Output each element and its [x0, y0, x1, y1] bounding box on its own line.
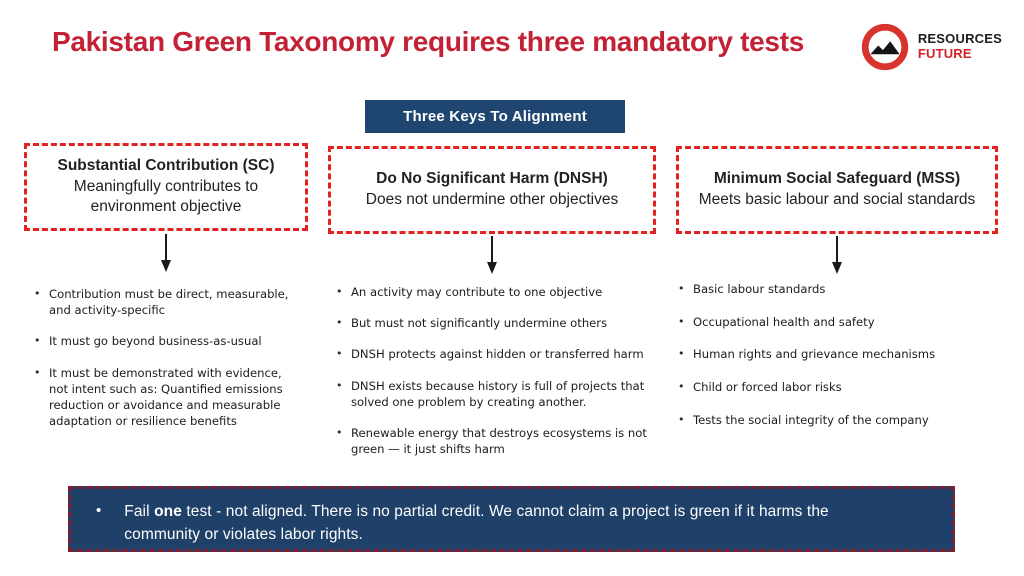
footer-banner: • Fail one test - not aligned. There is …: [68, 486, 955, 552]
bullet-item: Human rights and grievance mechanisms: [676, 346, 998, 362]
keybox-mss-subheading: Meets basic labour and social standards: [698, 191, 976, 209]
bullet-item: Contribution must be direct, measurable,…: [32, 286, 304, 318]
bullet-list-sc: Contribution must be direct, measurable,…: [24, 286, 308, 445]
down-arrow-icon: [161, 234, 171, 272]
bullet-item: An activity may contribute to one object…: [334, 284, 656, 300]
bullet-item: Occupational health and safety: [676, 314, 998, 330]
bullet-list-mss: Basic labour standards Occupational healt…: [676, 281, 998, 445]
bullet-item: Basic labour standards: [676, 281, 998, 297]
bullet-item: Tests the social integrity of the compan…: [676, 412, 998, 428]
keybox-sc-subheading: Meaningfully contributes to environment …: [73, 178, 259, 216]
bullet-item: It must go beyond business-as-usual: [32, 333, 304, 349]
key-columns: Substantial Contribution (SC) Meaningful…: [24, 143, 1000, 473]
column-minimum-social-safeguard: Minimum Social Safeguard (MSS) Meets bas…: [676, 146, 998, 473]
keybox-dnsh-heading: Do No Significant Harm (DNSH): [376, 170, 608, 188]
footer-text-prefix: Fail: [124, 503, 155, 520]
logo-text-resources: RESOURCES: [917, 31, 1002, 47]
logo: RESOURCES FUTURE: [860, 22, 1002, 72]
bullet-item: Child or forced labor risks: [676, 379, 998, 395]
footer-text-suffix: test - not aligned. There is no partial …: [124, 503, 829, 544]
column-do-no-significant-harm: Do No Significant Harm (DNSH) Does not u…: [328, 146, 656, 473]
footer-text: Fail one test - not aligned. There is no…: [124, 500, 882, 547]
footer-text-bold: one: [154, 503, 182, 520]
alignment-banner: Three Keys To Alignment: [365, 100, 625, 133]
mountain-circle-icon: [861, 23, 909, 71]
logo-text-future: FUTURE: [917, 46, 972, 61]
alignment-banner-label: Three Keys To Alignment: [403, 108, 587, 125]
bullet-item: It must be demonstrated with evidence, n…: [32, 365, 304, 430]
keybox-mss: Minimum Social Safeguard (MSS) Meets bas…: [676, 146, 998, 234]
keybox-dnsh: Do No Significant Harm (DNSH) Does not u…: [328, 146, 656, 234]
keybox-mss-heading: Minimum Social Safeguard (MSS): [713, 170, 961, 188]
down-arrow-icon: [832, 236, 842, 274]
keybox-sc-heading: Substantial Contribution (SC): [57, 157, 275, 175]
bullet-item: Renewable energy that destroys ecosystem…: [334, 425, 656, 457]
logo-wordmark: RESOURCES FUTURE: [918, 32, 1002, 61]
down-arrow-icon: [487, 236, 497, 274]
page-title: Pakistan Green Taxonomy requires three m…: [52, 26, 804, 57]
bullet-item: DNSH protects against hidden or transfer…: [334, 346, 656, 362]
bullet-item: DNSH exists because history is full of p…: [334, 378, 656, 410]
footer-bullet-glyph: •: [96, 502, 102, 519]
keybox-sc: Substantial Contribution (SC) Meaningful…: [24, 143, 308, 231]
column-substantial-contribution: Substantial Contribution (SC) Meaningful…: [24, 143, 308, 473]
bullet-item: But must not significantly undermine oth…: [334, 315, 656, 331]
bullet-list-dnsh: An activity may contribute to one object…: [328, 284, 656, 473]
keybox-dnsh-subheading: Does not undermine other objectives: [365, 191, 619, 209]
